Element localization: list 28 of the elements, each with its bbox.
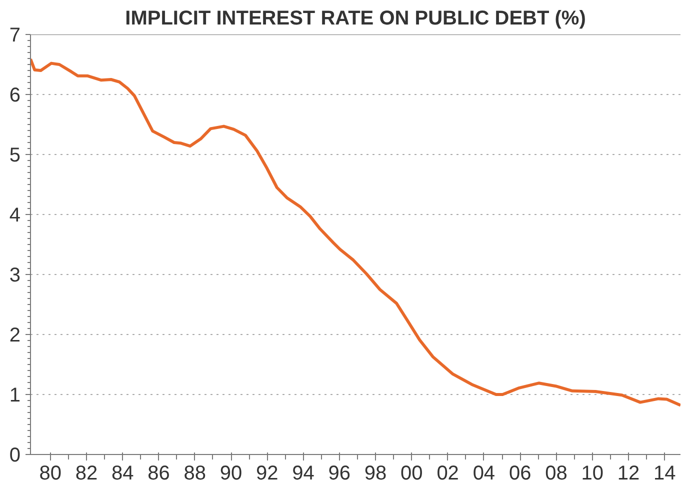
x-tick-label: 98 <box>364 462 387 482</box>
x-tick-label: 92 <box>256 462 278 482</box>
y-tick-label: 6 <box>9 84 20 106</box>
x-tick-label: 96 <box>328 462 351 482</box>
y-tick-label: 3 <box>9 264 20 286</box>
x-tick-label: 10 <box>581 462 604 482</box>
x-tick-label: 12 <box>617 462 640 482</box>
x-tick-label: 88 <box>184 462 206 482</box>
x-tick-label: 80 <box>39 462 62 482</box>
y-tick-label: 5 <box>9 144 20 166</box>
line-series <box>30 58 680 407</box>
x-tick-label: 14 <box>653 462 676 482</box>
y-tick-label: 0 <box>9 444 20 466</box>
y-tick-label: 4 <box>9 204 20 226</box>
chart-title: IMPLICIT INTEREST RATE ON PUBLIC DEBT (%) <box>125 8 586 30</box>
x-tick-label: 90 <box>220 462 242 482</box>
x-tick-label: 02 <box>436 462 459 482</box>
x-tick-label: 86 <box>148 462 170 482</box>
y-tick-label: 1 <box>9 384 20 406</box>
y-tick-label: 2 <box>9 324 20 346</box>
x-tick-label: 06 <box>508 462 532 482</box>
y-tick-label: 7 <box>9 24 20 46</box>
x-tick-label: 84 <box>112 462 134 482</box>
x-tick-label: 00 <box>400 462 423 482</box>
x-tick-label: 82 <box>75 462 98 482</box>
x-tick-label: 94 <box>292 462 314 482</box>
x-tick-label: 04 <box>472 462 496 482</box>
x-tick-label: 08 <box>545 462 568 482</box>
